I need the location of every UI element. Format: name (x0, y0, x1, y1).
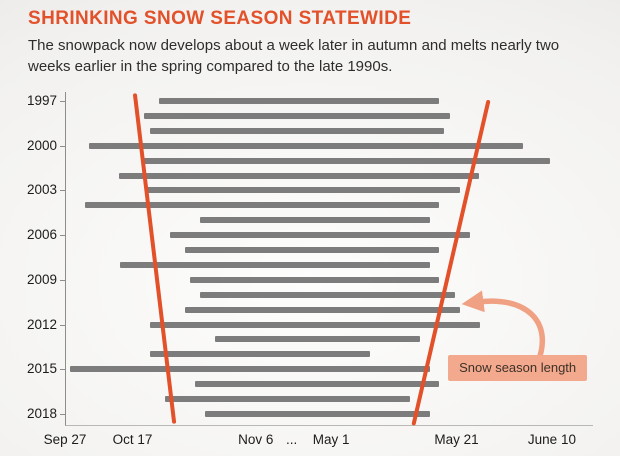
snow-season-bar-2010 (199, 291, 455, 298)
y-tick-label-2015: 2015 (26, 361, 57, 377)
y-tick-mark (60, 279, 66, 281)
snow-season-bar-2014 (149, 351, 371, 358)
y-tick-mark (60, 101, 66, 102)
snow-season-bar-2013 (215, 336, 421, 343)
chart-title: SHRINKING SNOW SEASON STATEWIDE (28, 8, 412, 29)
y-tick-mark (60, 414, 66, 415)
snow-season-bar-1999 (149, 127, 444, 134)
y-tick-label-2000: 2000 (26, 137, 57, 153)
snow-season-bar-2000 (89, 142, 523, 149)
y-tick-mark (60, 190, 66, 192)
x-tick-label-5: May 21 (434, 432, 479, 447)
snow-season-bar-2002 (119, 172, 480, 179)
y-tick-label-2003: 2003 (26, 182, 57, 198)
y-tick-mark (60, 369, 66, 371)
x-tick-label-4: May 1 (312, 432, 350, 447)
snow-season-bar-2017 (165, 396, 411, 403)
y-tick-label-2012: 2012 (26, 316, 57, 332)
y-tick-mark (60, 145, 66, 147)
snow-season-bar-2005 (199, 217, 431, 224)
snow-season-bar-2006 (169, 232, 471, 239)
x-axis-labels: Sep 27 Oct 17 Nov 6... May 1 May 21 June 10 (44, 432, 592, 452)
snow-season-bar-2003 (145, 187, 461, 194)
autumn-onset-trend-line (135, 95, 174, 421)
y-tick-label-2006: 2006 (26, 227, 57, 243)
y-tick-mark (60, 235, 66, 237)
snow-season-bar-1998 (143, 112, 451, 119)
snow-season-bar-2015 (70, 366, 431, 373)
y-tick-label-2018: 2018 (26, 406, 57, 421)
x-tick-label-6: June 10 (527, 432, 576, 447)
x-tick-label-3: ... (285, 432, 298, 447)
snow-season-bar-2004 (84, 202, 440, 209)
snow-season-bar-2016 (195, 381, 440, 388)
snow-season-bar-2008 (119, 261, 431, 268)
snow-season-bar-2009 (189, 276, 440, 283)
snow-season-bar-2011 (185, 306, 461, 313)
y-tick-label-1997: 1997 (26, 93, 57, 108)
snow-season-length-label: Snow season length (448, 355, 588, 381)
chart-header: SHRINKING SNOW SEASON STATEWIDE The snow… (28, 8, 598, 77)
snow-season-bar-2018 (205, 411, 431, 417)
x-tick-label-1: Oct 17 (112, 432, 153, 447)
x-tick-label-0: Sep 27 (43, 432, 87, 447)
plot-area: Snow season length (60, 92, 593, 426)
y-axis-labels: 1997 2000 2003 2006 2009 2012 2015 2018 (0, 92, 57, 425)
trend-lines-layer (66, 92, 593, 425)
snow-season-bar-2007 (185, 247, 440, 254)
y-tick-label-2009: 2009 (26, 271, 57, 287)
spring-melt-trend-line (414, 102, 488, 423)
y-tick-mark (60, 324, 66, 326)
snow-season-bar-2001 (143, 157, 550, 164)
x-tick-label-2: Nov 6 (238, 432, 274, 447)
chart-subtitle: The snowpack now develops about a week l… (28, 37, 560, 75)
snow-season-bar-2012 (149, 321, 481, 328)
snow-season-bar-1997 (158, 98, 440, 104)
